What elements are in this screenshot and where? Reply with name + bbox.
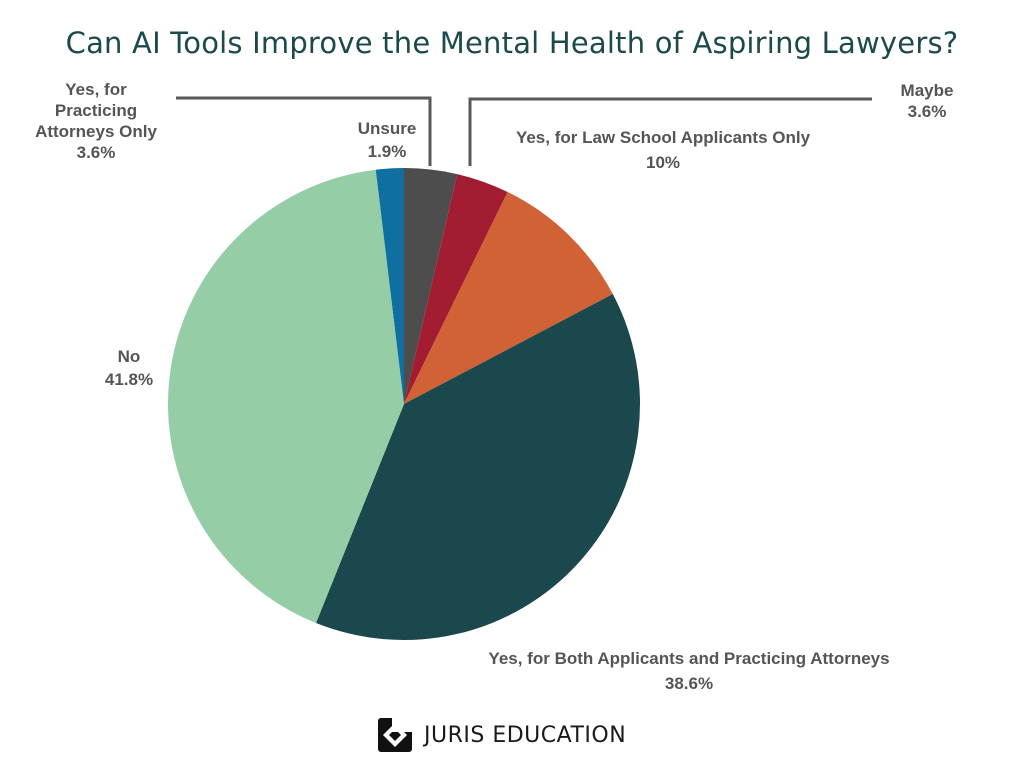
label-both-pct: 38.6% (665, 674, 713, 693)
label-unsure: Unsure 1.9% (358, 119, 417, 161)
pie-slice-unsure (375, 168, 404, 404)
pie-slice-maybe (404, 174, 508, 404)
leader-line-practicing (176, 96, 432, 166)
label-no-pct: 41.8% (105, 370, 153, 389)
label-maybe-name: Maybe (901, 81, 954, 100)
pie-slices (168, 168, 640, 641)
pie-slice-yes-for-both-applicants-and-practicing-attorneys (316, 294, 640, 641)
label-practicing-pct: 3.6% (77, 143, 116, 162)
pie-slice-no (168, 169, 404, 623)
label-maybe-pct: 3.6% (908, 102, 947, 121)
pie-slice-yes-for-law-school-applicants-only (404, 191, 613, 404)
label-law-school-only: Yes, for Law School Applicants Only 10% (516, 128, 811, 172)
juris-logo-icon (378, 718, 412, 752)
label-no: No 41.8% (105, 347, 153, 389)
pie-slice-yes-for-practicing-attorneys-only (404, 168, 458, 404)
label-practicing-line3: Attorneys Only (35, 122, 157, 141)
label-maybe: Maybe 3.6% (901, 81, 954, 121)
brand-logo: JURIS EDUCATION (378, 716, 626, 754)
leader-line-maybe (468, 97, 872, 166)
label-practicing-line2: Practicing (55, 101, 137, 120)
label-no-name: No (118, 347, 141, 366)
label-unsure-name: Unsure (358, 119, 417, 138)
label-law-school-pct: 10% (646, 153, 680, 172)
label-practicing-only: Yes, for Practicing Attorneys Only 3.6% (35, 80, 157, 162)
label-practicing-line1: Yes, for (65, 80, 127, 99)
label-unsure-pct: 1.9% (368, 142, 407, 161)
label-both: Yes, for Both Applicants and Practicing … (488, 649, 889, 693)
chart-title: Can AI Tools Improve the Mental Health o… (65, 26, 959, 60)
brand-name: JURIS EDUCATION (424, 722, 627, 748)
label-law-school-name: Yes, for Law School Applicants Only (516, 128, 811, 147)
label-both-name: Yes, for Both Applicants and Practicing … (488, 649, 889, 668)
